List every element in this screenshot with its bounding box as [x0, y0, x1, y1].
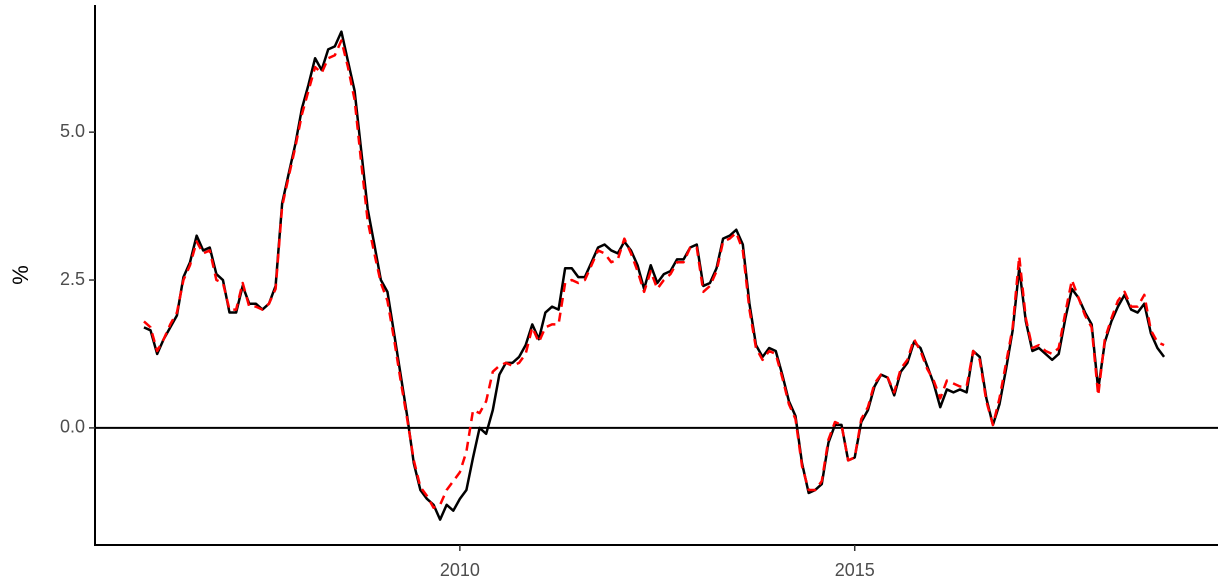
- y-tick-label: 0.0: [60, 417, 85, 437]
- series-line: [143, 30, 1166, 521]
- y-tick-label: 5.0: [60, 121, 85, 141]
- x-tick-label: 2010: [440, 560, 480, 580]
- x-tick-label: 2015: [835, 560, 875, 580]
- y-axis-label: %: [8, 265, 33, 285]
- y-tick-label: 2.5: [60, 269, 85, 289]
- series-line: [143, 39, 1165, 509]
